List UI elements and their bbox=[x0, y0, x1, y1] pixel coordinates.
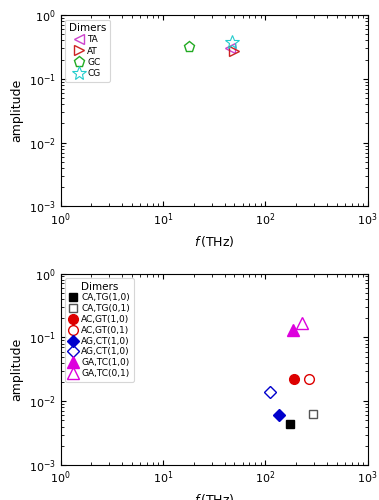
X-axis label: $f\,$(THz): $f\,$(THz) bbox=[194, 234, 235, 248]
X-axis label: $f\,$(THz): $f\,$(THz) bbox=[194, 492, 235, 500]
Legend: TA, AT, GC, CG: TA, AT, GC, CG bbox=[65, 20, 110, 82]
Legend: CA,TG(1,0), CA,TG(0,1), AC,GT(1,0), AC,GT(0,1), AG,CT(1,0), AG,CT(1,0), GA,TC(1,: CA,TG(1,0), CA,TG(0,1), AC,GT(1,0), AC,G… bbox=[65, 278, 134, 382]
Y-axis label: amplitude: amplitude bbox=[10, 338, 23, 401]
Y-axis label: amplitude: amplitude bbox=[10, 79, 23, 142]
